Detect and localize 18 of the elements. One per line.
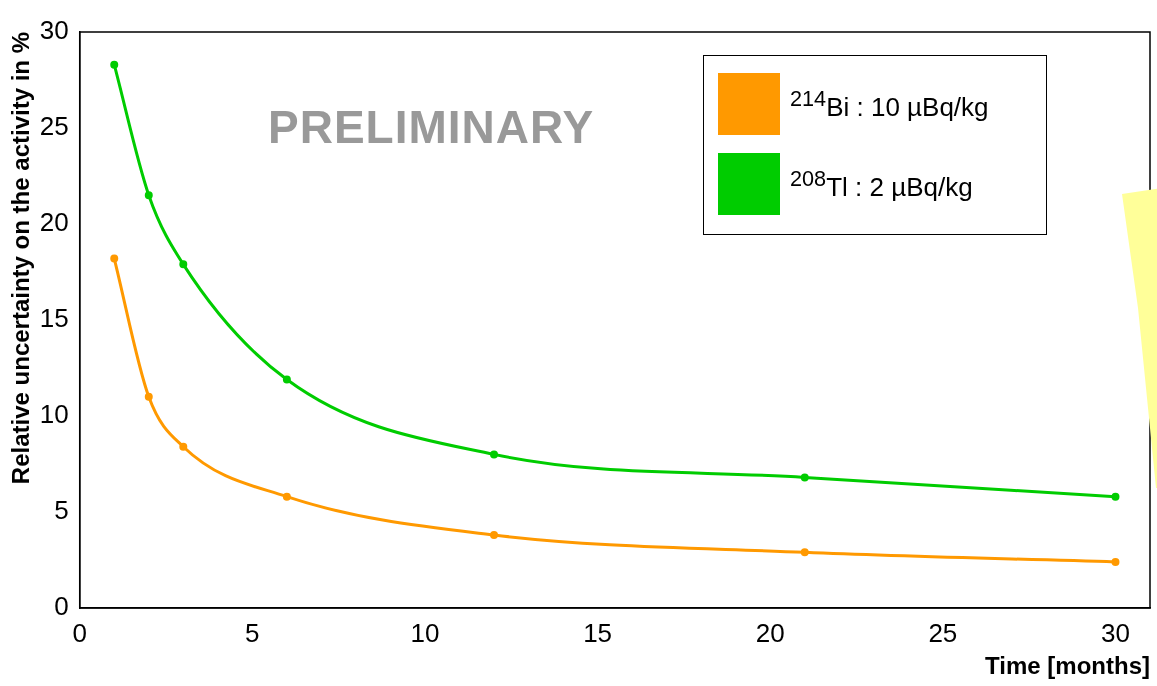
y-tick-label: 25 <box>39 111 69 142</box>
x-tick-label: 25 <box>928 617 958 648</box>
x-tick-label: 5 <box>245 617 260 648</box>
y-tick-label: 0 <box>54 591 69 622</box>
x-axis-title: Time [months] <box>985 652 1150 680</box>
annotation: PRELIMINARY <box>268 100 595 154</box>
y-tick-label: 30 <box>39 15 69 46</box>
x-tick-label: 20 <box>755 617 785 648</box>
y-tick-label: 5 <box>54 495 69 526</box>
x-tick-label: 15 <box>583 617 613 648</box>
x-tick-label: 30 <box>1101 617 1130 648</box>
x-tick-label: 10 <box>410 617 440 648</box>
y-tick-label: 15 <box>39 303 69 334</box>
y-axis-title: Relative uncertainty on the activity in % <box>7 32 35 485</box>
legend-label: $^{208}$Tl : 2 µBq/kg <box>790 165 973 203</box>
y-tick-label: 10 <box>39 399 69 430</box>
y-tick-label: 20 <box>39 207 69 238</box>
legend-label: $^{214}$Bi : 10 µBq/kg <box>790 85 989 123</box>
